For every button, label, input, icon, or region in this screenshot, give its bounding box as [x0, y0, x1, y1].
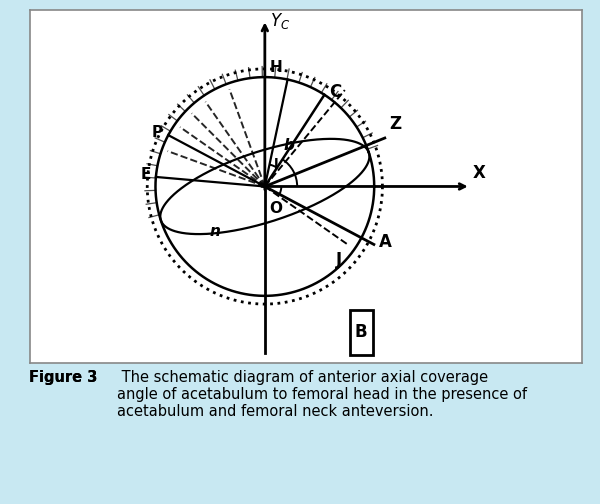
Text: Figure 3: Figure 3 — [29, 370, 98, 385]
Text: A: A — [379, 233, 391, 251]
Text: Figure 3 The schematic diagram of anterior axial coverage
angle of acetabulum to: Figure 3 The schematic diagram of anteri… — [29, 370, 459, 419]
Text: The schematic diagram of anterior axial coverage
angle of acetabulum to femoral : The schematic diagram of anterior axial … — [116, 370, 527, 419]
Text: B: B — [355, 323, 368, 341]
Text: O: O — [269, 201, 283, 216]
Bar — [350, 310, 373, 355]
Text: l: l — [274, 158, 279, 172]
Text: C: C — [329, 83, 341, 101]
Text: n: n — [209, 224, 220, 239]
Text: H: H — [270, 60, 283, 75]
Text: E: E — [141, 167, 151, 182]
Text: $Y_C$: $Y_C$ — [269, 11, 290, 31]
Text: J: J — [336, 251, 342, 269]
Text: X: X — [473, 164, 486, 182]
Text: Figure 3: Figure 3 — [29, 370, 98, 385]
Text: b: b — [284, 138, 295, 153]
Text: Z: Z — [389, 115, 401, 134]
Text: P: P — [151, 125, 163, 140]
